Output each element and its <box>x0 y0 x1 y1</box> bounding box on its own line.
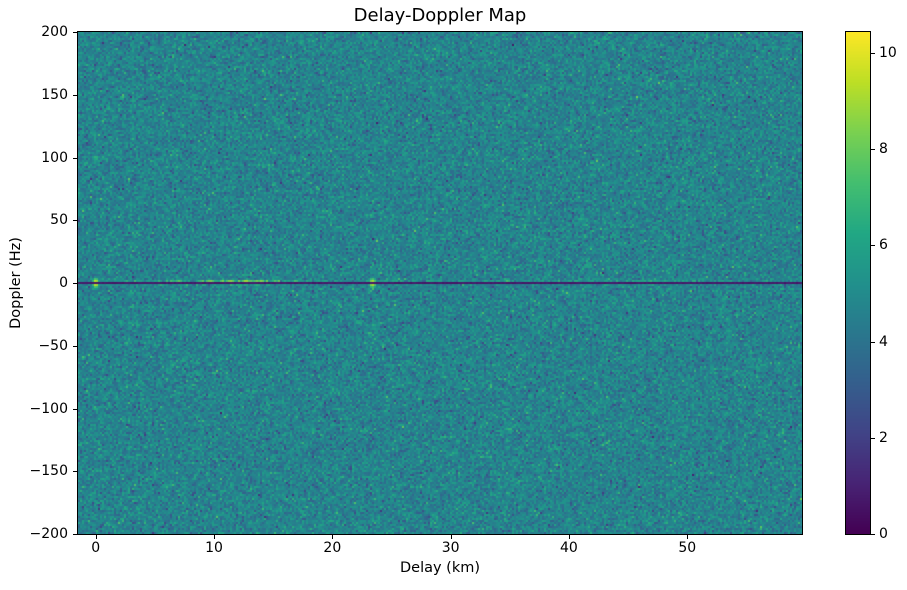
colorbar-tick-mark <box>871 245 875 247</box>
x-tick-mark <box>332 535 334 539</box>
y-tick-mark <box>73 345 77 347</box>
x-axis-label: Delay (km) <box>399 560 481 576</box>
colorbar-tick-label: 6 <box>879 237 888 254</box>
y-tick-label: 0 <box>59 275 68 291</box>
chart-title: Delay-Doppler Map <box>353 5 527 26</box>
colorbar-tick-label: 2 <box>879 429 888 446</box>
x-tick-mark <box>95 535 97 539</box>
x-tick-mark <box>450 535 452 539</box>
x-tick-mark <box>687 535 689 539</box>
colorbar-tick-label: 8 <box>879 141 888 158</box>
colorbar-tick-label: 10 <box>879 45 897 62</box>
colorbar-tick-label: 4 <box>879 333 888 350</box>
delay-doppler-heatmap <box>77 31 803 535</box>
x-tick-label: 40 <box>560 540 578 556</box>
x-tick-label: 10 <box>205 540 223 556</box>
y-tick-label: 150 <box>41 86 68 103</box>
colorbar-tick-mark <box>871 149 875 151</box>
x-tick-label: 20 <box>323 540 342 556</box>
y-tick-label: 50 <box>50 212 68 229</box>
y-tick-label: 200 <box>41 24 68 40</box>
y-tick-label: 100 <box>41 149 68 166</box>
colorbar-tick-mark <box>871 53 875 55</box>
y-tick-mark <box>73 534 77 535</box>
y-tick-label: −50 <box>38 337 68 354</box>
colorbar-tick-mark <box>871 341 875 343</box>
colorbar-tick-label: 0 <box>879 526 888 542</box>
x-tick-mark <box>214 535 216 539</box>
x-tick-mark <box>568 535 570 539</box>
y-tick-label: −100 <box>29 400 68 417</box>
x-tick-label: 50 <box>678 540 697 556</box>
y-tick-mark <box>73 32 77 33</box>
colorbar-tick-mark <box>871 534 875 535</box>
y-tick-mark <box>73 94 77 96</box>
y-tick-mark <box>73 471 77 473</box>
colorbar <box>845 31 871 535</box>
y-tick-label: −200 <box>29 526 68 542</box>
y-tick-label: −150 <box>29 463 68 480</box>
y-tick-mark <box>73 408 77 410</box>
x-tick-label: 0 <box>91 540 101 556</box>
y-tick-mark <box>73 220 77 222</box>
y-axis-label: Doppler (Hz) <box>8 237 24 329</box>
colorbar-tick-mark <box>871 437 875 439</box>
x-tick-label: 30 <box>441 540 460 556</box>
y-tick-mark <box>73 157 77 159</box>
y-tick-mark <box>73 283 77 284</box>
